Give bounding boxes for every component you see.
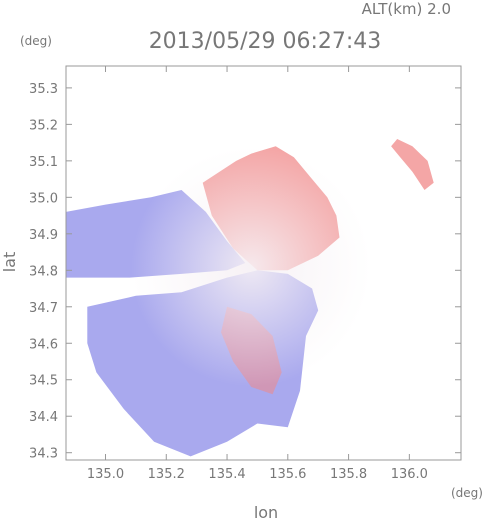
y-tick-label: 34.7	[29, 301, 58, 316]
x-ticks: 135.0 135.2 135.4 135.6 135.8 136.0	[87, 66, 428, 482]
y-ticks: 34.3 34.4 34.5 34.6 34.7 34.8 34.9 35.0 35.1 35.2…	[29, 82, 461, 462]
data-layer	[66, 139, 434, 457]
y-tick-label: 35.2	[29, 118, 58, 133]
y-tick-label: 34.5	[29, 374, 58, 389]
region-east-red-echo	[391, 139, 434, 190]
y-tick-label: 34.8	[29, 264, 58, 279]
y-axis-label: lat	[0, 252, 19, 273]
x-tick-label: 135.0	[87, 467, 124, 482]
y-unit-label: (deg)	[20, 34, 52, 48]
x-axis-label: lon	[254, 503, 278, 521]
x-tick-label: 135.4	[208, 467, 245, 482]
y-tick-label: 35.0	[29, 191, 58, 206]
y-tick-label: 35.3	[29, 82, 58, 97]
x-tick-label: 136.0	[391, 467, 428, 482]
altitude-label: ALT(km) 2.0	[362, 0, 451, 18]
plot-frame	[65, 65, 462, 461]
y-tick-label: 34.4	[29, 410, 58, 425]
x-unit-label: (deg)	[451, 486, 483, 500]
y-tick-label: 34.3	[29, 447, 58, 462]
y-tick-label: 35.1	[29, 155, 58, 170]
x-tick-label: 135.8	[330, 467, 367, 482]
chart-title: 2013/05/29 06:27:43	[149, 29, 382, 54]
y-tick-label: 34.9	[29, 228, 58, 243]
radar-center-fade	[131, 146, 372, 387]
x-tick-label: 135.6	[269, 467, 306, 482]
y-tick-label: 34.6	[29, 337, 58, 352]
x-tick-label: 135.2	[148, 467, 185, 482]
